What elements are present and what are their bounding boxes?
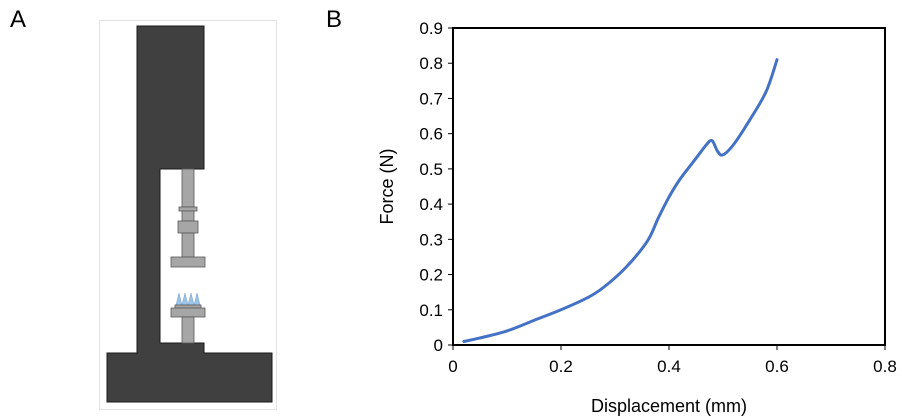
test-machine-schematic <box>106 25 273 403</box>
plot-border <box>452 27 886 346</box>
y-tick-label: 0.7 <box>419 89 443 108</box>
microneedle-array <box>175 292 201 306</box>
lower-shaft <box>181 316 195 344</box>
y-tick-label: 0 <box>434 336 443 355</box>
machine-frame <box>106 25 273 403</box>
y-tick-label: 0.5 <box>419 160 443 179</box>
y-tick-label: 0.2 <box>419 266 443 285</box>
panel-label-a: A <box>10 6 27 33</box>
x-axis-ticks: 0 0.2 0.4 0.6 0.8 <box>448 345 897 376</box>
force-displacement-line <box>462 58 779 343</box>
upper-fixture <box>170 168 206 268</box>
x-tick-label: 0.6 <box>765 357 789 376</box>
y-axis-title: Force (N) <box>377 149 397 225</box>
panel-label-b: B <box>326 6 343 33</box>
plot-area <box>462 58 779 343</box>
x-tick-label: 0.2 <box>549 357 573 376</box>
y-tick-label: 0.1 <box>419 301 443 320</box>
y-axis-ticks: 0 0.1 0.2 0.3 0.4 0.5 0.6 0.7 0.8 0.9 <box>419 19 453 355</box>
test-machine-diagram <box>99 20 277 410</box>
y-tick-label: 0.3 <box>419 230 443 249</box>
x-tick-label: 0.8 <box>873 357 897 376</box>
upper-platen <box>170 256 206 268</box>
y-tick-label: 0.6 <box>419 125 443 144</box>
x-axis-title: Displacement (mm) <box>591 396 747 416</box>
y-tick-label: 0.9 <box>419 19 443 38</box>
lower-fixture <box>170 304 206 344</box>
y-tick-label: 0.4 <box>419 195 443 214</box>
x-tick-label: 0 <box>448 357 457 376</box>
y-tick-label: 0.8 <box>419 54 443 73</box>
x-tick-label: 0.4 <box>657 357 681 376</box>
